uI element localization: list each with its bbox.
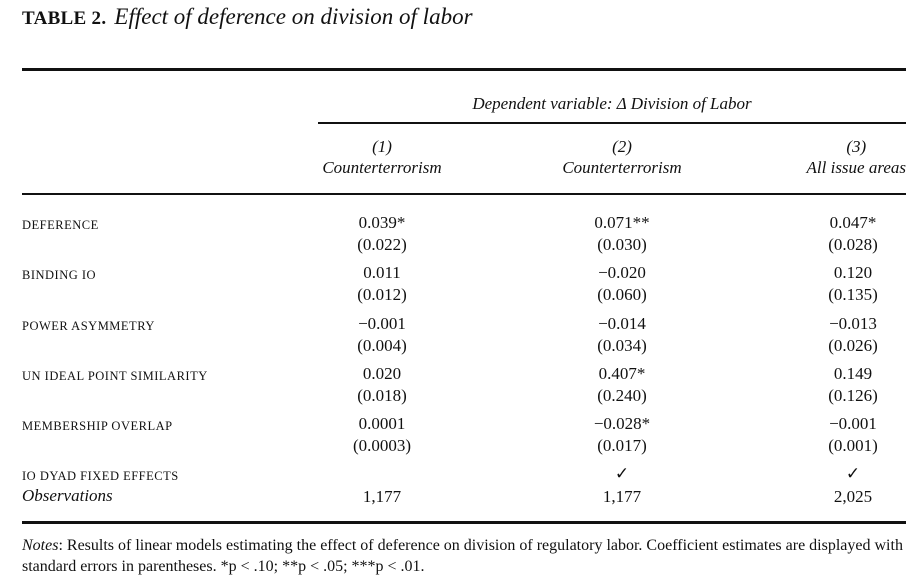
cell-deference-2: 0.071** (0.030) — [542, 212, 702, 256]
estimate: 0.149 — [833, 364, 873, 383]
estimate: 0.0001 — [358, 414, 406, 433]
standard-error: (0.001) — [828, 436, 878, 455]
cell-power-asymmetry-3: −0.013 (0.026) — [773, 313, 914, 357]
column-header-1: (1) Counterterrorism — [282, 136, 482, 178]
checkmark-cell-2: ✓ — [614, 464, 630, 483]
table-label: TABLE 2. — [22, 8, 107, 29]
cell-binding-io-3: 0.120 (0.135) — [773, 262, 914, 306]
estimate: 0.407* — [598, 364, 646, 383]
row-label-io-dyad-fixed-effects: IO DYAD FIXED EFFECTS — [22, 469, 179, 483]
column-number: (2) — [612, 137, 632, 156]
column-name: All issue areas — [806, 158, 906, 177]
header-rule — [22, 193, 906, 195]
table-caption: Effect of deference on division of labor — [114, 4, 473, 29]
cell-power-asymmetry-1: −0.001 (0.004) — [302, 313, 462, 357]
notes-lead: Notes — [22, 537, 59, 554]
standard-error: (0.018) — [357, 386, 407, 405]
column-name: Counterterrorism — [322, 158, 442, 177]
standard-error: (0.0003) — [352, 436, 412, 455]
standard-error: (0.030) — [597, 235, 647, 254]
estimate: 0.039* — [358, 213, 406, 232]
standard-error: (0.240) — [597, 386, 647, 405]
standard-error: (0.028) — [828, 235, 878, 254]
row-label-power-asymmetry: POWER ASYMMETRY — [22, 319, 155, 333]
column-number: (3) — [846, 137, 867, 156]
standard-error: (0.004) — [357, 336, 407, 355]
table-notes: Notes: Results of linear models estimati… — [22, 535, 906, 577]
estimate: 0.047* — [829, 213, 877, 232]
standard-error: (0.060) — [597, 285, 647, 304]
estimate: −0.020 — [598, 263, 646, 282]
row-label-membership-overlap: MEMBERSHIP OVERLAP — [22, 419, 173, 433]
column-name: Counterterrorism — [562, 158, 682, 177]
notes-text: : Results of linear models estimating th… — [22, 537, 903, 575]
standard-error: (0.026) — [828, 336, 878, 355]
standard-error: (0.126) — [828, 386, 878, 405]
observations-cell-3: 2,025 — [833, 487, 873, 506]
observations-cell-1: 1,177 — [362, 487, 402, 506]
top-rule — [22, 68, 906, 71]
estimate: −0.001 — [358, 314, 406, 333]
cell-un-ideal-point-3: 0.149 (0.126) — [773, 363, 914, 407]
checkmark-cell-3: ✓ — [845, 464, 861, 483]
cell-un-ideal-point-1: 0.020 (0.018) — [302, 363, 462, 407]
estimate: 0.020 — [362, 364, 402, 383]
bottom-rule — [22, 521, 906, 524]
cell-power-asymmetry-2: −0.014 (0.034) — [542, 313, 702, 357]
estimate: −0.001 — [829, 414, 877, 433]
estimate: 0.071** — [594, 213, 650, 232]
dependent-variable-rule — [318, 122, 906, 124]
estimate: 0.011 — [363, 263, 401, 282]
cell-membership-overlap-1: 0.0001 (0.0003) — [302, 413, 462, 457]
estimate: −0.013 — [829, 314, 877, 333]
column-header-3: (3) All issue areas — [807, 136, 906, 178]
estimate: 0.120 — [833, 263, 873, 282]
cell-membership-overlap-3: −0.001 (0.001) — [773, 413, 914, 457]
dependent-variable-header: Dependent variable: Δ Division of Labor — [472, 94, 752, 113]
estimate: −0.014 — [598, 314, 646, 333]
standard-error: (0.034) — [597, 336, 647, 355]
row-label-deference: DEFERENCE — [22, 218, 99, 232]
observations-cell-2: 1,177 — [602, 487, 642, 506]
standard-error: (0.017) — [597, 436, 647, 455]
cell-deference-3: 0.047* (0.028) — [773, 212, 914, 256]
standard-error: (0.012) — [357, 285, 407, 304]
cell-deference-1: 0.039* (0.022) — [302, 212, 462, 256]
row-label-binding-io: BINDING IO — [22, 268, 97, 282]
column-number: (1) — [372, 137, 392, 156]
standard-error: (0.135) — [828, 285, 878, 304]
estimate: −0.028* — [593, 414, 651, 433]
cell-binding-io-1: 0.011 (0.012) — [302, 262, 462, 306]
column-header-2: (2) Counterterrorism — [522, 136, 722, 178]
row-label-un-ideal-point-similarity: UN IDEAL POINT SIMILARITY — [22, 369, 208, 383]
cell-binding-io-2: −0.020 (0.060) — [542, 262, 702, 306]
standard-error: (0.022) — [357, 235, 407, 254]
table-title: TABLE 2. Effect of deference on division… — [22, 4, 473, 30]
cell-membership-overlap-2: −0.028* (0.017) — [542, 413, 702, 457]
cell-un-ideal-point-2: 0.407* (0.240) — [542, 363, 702, 407]
row-label-observations: Observations — [22, 486, 113, 505]
